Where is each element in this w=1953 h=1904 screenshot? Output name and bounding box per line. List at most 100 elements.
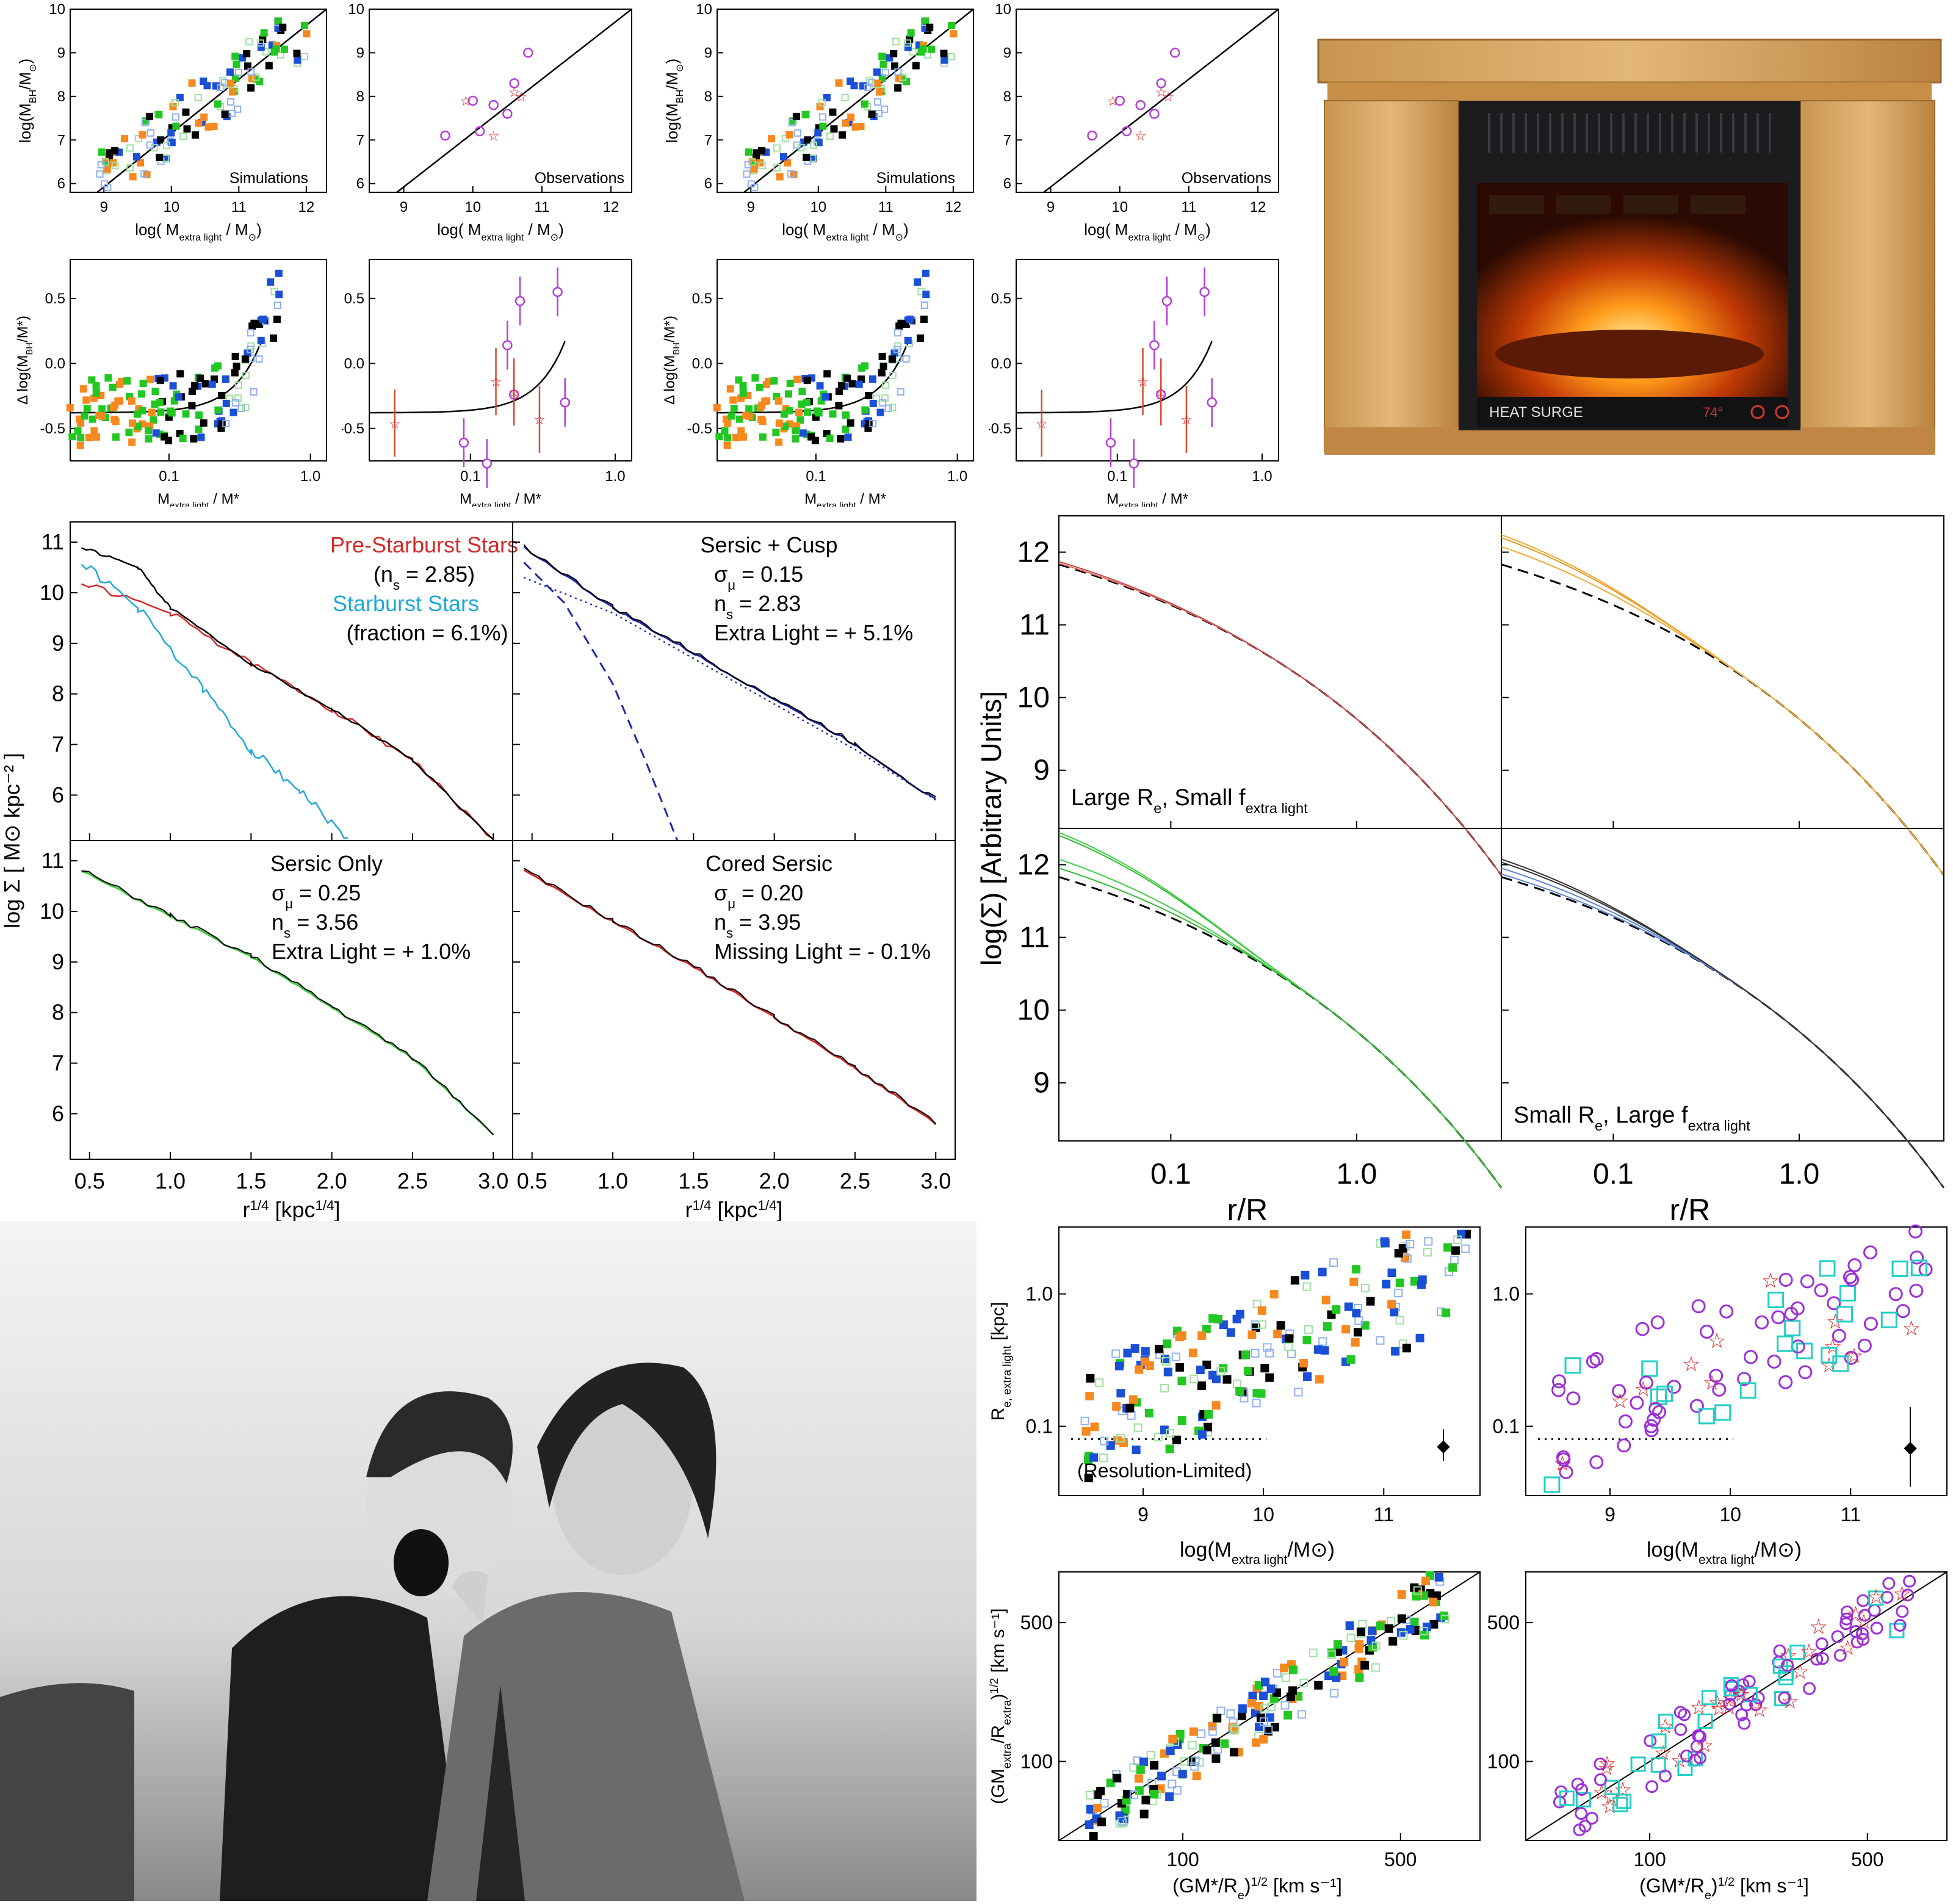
data-point [743,170,751,178]
data-point [823,93,831,101]
y-tick-label: 9 [1033,1067,1050,1099]
y-tick-label: 10 [348,1,364,18]
data-point [1259,1691,1268,1700]
data-point [1150,1790,1159,1799]
data-point [773,144,781,152]
data-point [1141,1795,1150,1804]
data-point [1299,1678,1309,1687]
data-point [1115,1361,1124,1370]
data-point [842,119,850,127]
data-point [1371,1642,1381,1651]
data-point [1281,1673,1290,1682]
obs-star-point: ☆ [1682,1353,1700,1376]
x-tick-label: 3.0 [920,1168,951,1193]
data-point [1116,1433,1125,1442]
obs-circle-point [1755,1315,1769,1330]
data-point [1229,1748,1238,1757]
data-point [739,433,747,441]
obs-square-point [1891,1260,1908,1277]
data-point [1280,1663,1289,1673]
data-point [892,38,900,46]
data-point [279,23,287,31]
data-point [803,377,811,385]
data-point [1443,1243,1453,1252]
data-point [1123,1348,1132,1358]
data-point [1191,1756,1200,1765]
dbh-sim-chart: 0.1 1.0 -0.5 0.0 0.5 Δ log(MBH/M*) Mextra ligh… [15,259,327,511]
data-point [145,112,153,120]
panel-title: Sersic + Cusp [700,532,837,557]
obs-circle-point [1105,437,1116,448]
data-point [776,173,784,181]
data-point [1222,1375,1232,1384]
data-point [157,136,165,144]
x-tick-label: 2.0 [317,1168,347,1193]
data-point [98,148,106,156]
data-point [247,329,255,337]
data-point [155,110,163,118]
obs-circle-point [482,458,493,469]
data-point [111,162,119,170]
data-point [171,99,179,107]
data-point [735,415,743,423]
obs-circle-point [1742,1674,1756,1688]
data-point [156,153,164,161]
data-point [1345,1621,1354,1631]
data-point [190,435,198,443]
data-point [274,302,282,309]
data-point [1168,1734,1177,1743]
x-tick-label: 1.0 [597,1168,628,1193]
obs-circle-point [1778,1272,1793,1287]
data-point [1289,1665,1298,1674]
data-point [1127,1411,1136,1420]
data-point [303,30,311,38]
obs-star-point: ☆ [1155,85,1168,100]
data-point [735,376,743,384]
data-point [275,291,283,299]
obs-circle-point [1725,1679,1739,1692]
data-point [88,415,96,423]
data-point [1356,1627,1365,1637]
data-point [893,329,901,337]
data-point [262,48,270,56]
obs-circle-point [1896,1304,1910,1319]
obs-circle-point [1844,1350,1858,1365]
data-point [781,134,789,142]
y-axis-label: log(MBH/M⊙) [663,59,685,143]
obs-circle-point [1882,1577,1896,1590]
obs-circle-point [1639,1375,1653,1390]
y-tick-label: 9 [1033,755,1050,787]
data-point [83,405,91,413]
x-axis-label: Mextra light / M* [804,491,886,507]
power-icon [1775,405,1789,419]
data-point [1172,1786,1182,1795]
data-point [1117,1817,1127,1826]
x-tick-label: 0.1 [1107,468,1127,485]
data-point [1197,1381,1206,1390]
data-point [737,427,745,435]
data-point [757,404,765,411]
data-point [713,404,721,411]
data-point [229,408,237,416]
data-point [893,346,901,353]
x-tick-label: 1.0 [1779,1158,1820,1190]
y-tick-label: 7 [52,1051,64,1076]
obs-circle-point [1135,100,1146,110]
data-point [1255,1722,1264,1731]
data-point [1086,1374,1095,1383]
data-point [816,103,824,110]
data-point [795,408,803,416]
data-point [234,381,242,389]
error-marker-icon: ◆ [1437,1436,1450,1455]
obs-square-point [1641,1360,1658,1377]
y-tick-label: 6 [704,176,712,192]
x-axis-label: log( Mextra light / M⊙) [1084,220,1211,243]
data-point [1150,1761,1159,1770]
data-point [787,170,795,178]
data-point [234,394,242,402]
data-point [1141,1357,1150,1366]
profile-line [1058,867,1502,1189]
data-point [878,369,886,377]
data-point [723,441,731,449]
data-point [156,377,164,385]
